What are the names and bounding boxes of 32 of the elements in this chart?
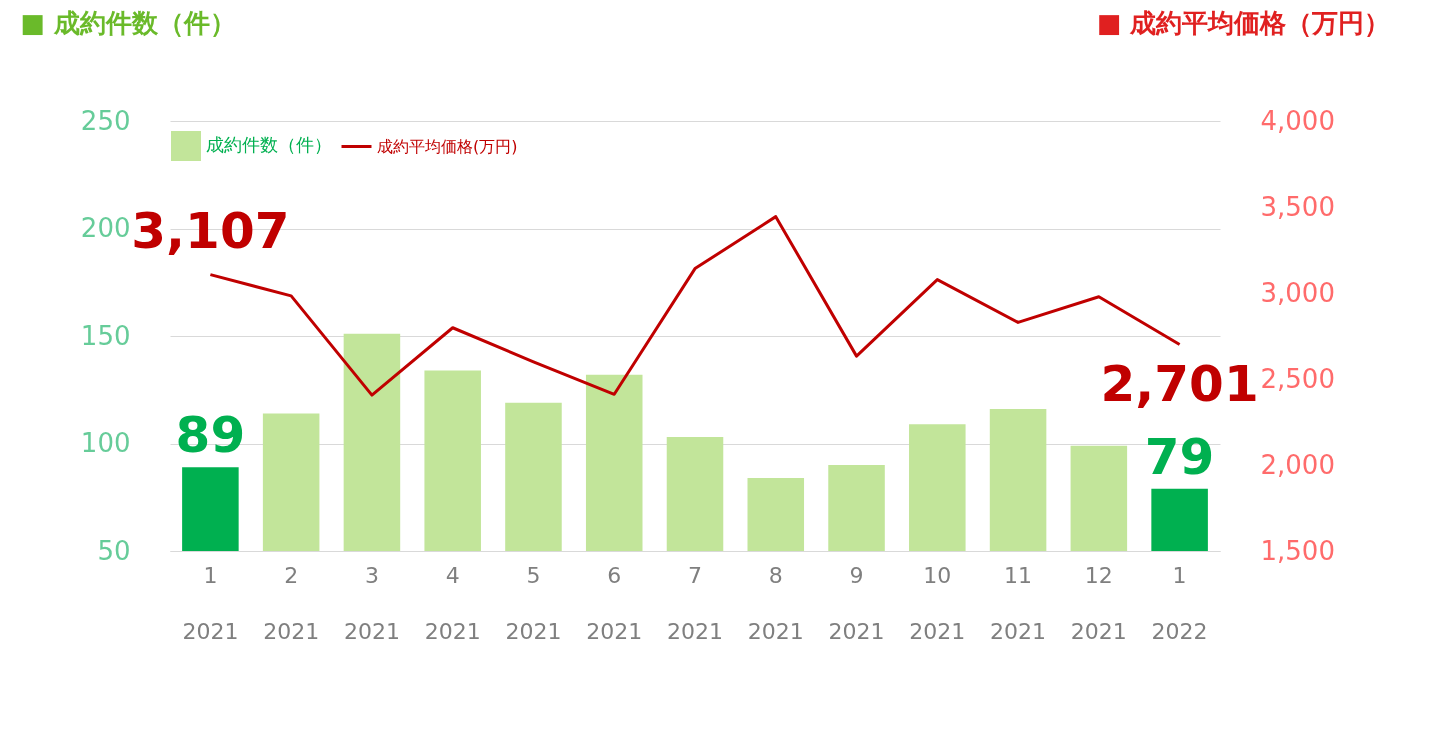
data-label: 2,701 [1100,355,1259,414]
category-label: 8 2021 [747,562,804,644]
category-label: 12 2021 [1070,562,1127,644]
category-label: 5 2021 [505,562,562,644]
category-label: 7 2021 [667,562,723,644]
y2-tick-label: 2,000 [1260,449,1335,480]
category-label: 10 2021 [909,562,966,644]
y-tick-label: 150 [80,320,131,351]
y-axis-title: ■ 成約件数（件） [20,7,237,38]
category-label: 1 2021 [182,562,239,644]
y2-axis-title: ■ 成約平均価格（万円） [1096,7,1391,38]
category-label: 9 2021 [828,562,885,644]
data-label: 3,107 [131,201,290,260]
category-label: 4 2021 [424,562,481,644]
legend-label: 成約件数（件） [206,134,332,155]
category-label: 2 2021 [263,562,320,644]
category-label: 11 2021 [990,562,1047,644]
y-tick-label: 50 [97,535,131,566]
y-tick-label: 250 [80,105,131,136]
y2-tick-label: 4,000 [1260,105,1335,136]
y-tick-label: 100 [80,428,131,458]
category-label: 6 2021 [586,562,643,644]
y-tick-label: 200 [80,213,131,243]
legend-label: 成約平均価格(万円) [377,136,518,156]
data-label: 89 [175,406,246,465]
y2-tick-label: 3,500 [1260,191,1335,222]
category-label: 1 2022 [1151,562,1208,644]
y2-tick-label: 2,500 [1260,363,1335,394]
y2-tick-label: 3,000 [1260,277,1335,308]
y2-tick-label: 1,500 [1260,535,1335,566]
data-label: 79 [1144,427,1215,486]
category-label: 3 2021 [343,562,400,644]
